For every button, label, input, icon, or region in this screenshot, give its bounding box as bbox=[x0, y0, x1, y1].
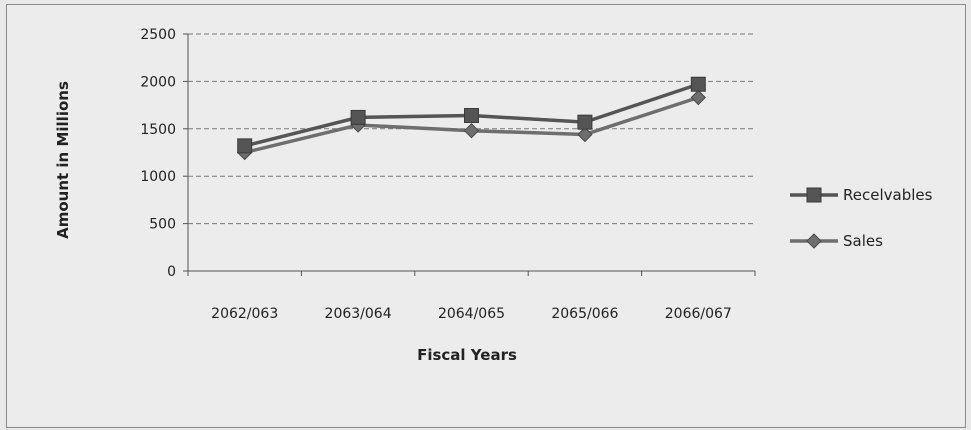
data-point-recelvables bbox=[350, 109, 366, 125]
y-tick-label: 2500 bbox=[140, 27, 176, 43]
legend-marker-sales bbox=[806, 233, 822, 249]
x-axis-label: Fiscal Years bbox=[417, 346, 517, 364]
y-tick-label: 500 bbox=[149, 217, 176, 233]
data-point-recelvables bbox=[237, 138, 253, 154]
legend-entry-sales: Sales bbox=[790, 232, 883, 250]
series-sales bbox=[236, 89, 707, 161]
y-tick-labels: 0 500 1000 1500 2000 2500 bbox=[140, 27, 176, 280]
data-point-recelvables bbox=[577, 114, 593, 130]
y-tick-label: 1500 bbox=[140, 122, 176, 138]
series-group bbox=[236, 76, 707, 161]
legend-marker-recelvables bbox=[806, 187, 822, 203]
data-point-recelvables bbox=[690, 76, 706, 92]
x-tick-label: 2063/064 bbox=[325, 306, 392, 322]
y-tick-label: 0 bbox=[167, 264, 176, 280]
legend-entry-recelvables: Recelvables bbox=[790, 186, 933, 204]
x-tick-labels: 2062/063 2063/064 2064/065 2065/066 2066/067 bbox=[211, 306, 732, 322]
y-tick-label: 2000 bbox=[140, 74, 176, 90]
data-point-recelvables bbox=[464, 108, 479, 124]
data-point-sales bbox=[463, 122, 480, 139]
x-tick-label: 2064/065 bbox=[438, 306, 505, 322]
y-axis-label: Amount in Millions bbox=[54, 81, 72, 239]
legend-label-recelvables: Recelvables bbox=[843, 186, 933, 204]
data-point-sales bbox=[577, 126, 593, 143]
y-tick-label: 1000 bbox=[140, 169, 176, 185]
legend-label-sales: Sales bbox=[843, 232, 883, 250]
chart-frame bbox=[6, 4, 966, 428]
x-tick-label: 2065/066 bbox=[551, 306, 618, 322]
x-tick-label: 2066/067 bbox=[665, 306, 732, 322]
legend: Recelvables Sales bbox=[790, 186, 933, 250]
x-tick-label: 2062/063 bbox=[211, 306, 278, 322]
series-recelvables bbox=[237, 76, 706, 154]
data-point-sales bbox=[690, 89, 707, 106]
axes bbox=[183, 33, 756, 276]
